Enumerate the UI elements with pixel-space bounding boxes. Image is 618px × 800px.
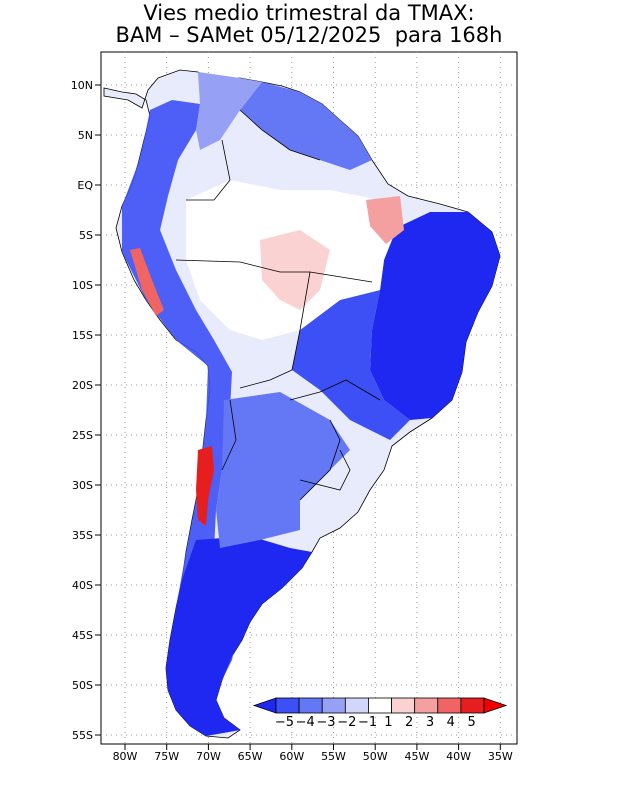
colorbar-swatch bbox=[275, 697, 300, 714]
lat-tick-label: EQ bbox=[77, 179, 93, 192]
peru-warm-bias bbox=[130, 248, 164, 316]
lat-tick-label: 30S bbox=[72, 479, 93, 492]
lon-tick-label: 55W bbox=[321, 750, 346, 763]
colorbar-swatch bbox=[321, 697, 346, 714]
colorbar-label: −4 bbox=[296, 715, 315, 730]
title-line-1: Vies medio trimestral da TMAX: bbox=[143, 1, 475, 25]
chart-title: Vies medio trimestral da TMAX: BAM – SAM… bbox=[0, 2, 618, 46]
lon-tick-label: 50W bbox=[363, 750, 388, 763]
colorbar-swatch bbox=[368, 697, 392, 714]
colorbar-label: 4 bbox=[447, 715, 455, 730]
border-line bbox=[289, 379, 381, 401]
argentina-cold-bias bbox=[216, 392, 350, 548]
colorbar-arrow-right bbox=[483, 697, 508, 714]
lat-tick-label: 35S bbox=[72, 529, 93, 542]
northeast-brazil-cold-bias bbox=[370, 212, 500, 420]
colorbar-label: 5 bbox=[467, 715, 475, 730]
axis-ticks: 80W 75W 70W 65W 60W 55W 50W 45W 40W 35W 10N 5N EQ 5S 1… bbox=[71, 79, 513, 763]
lon-tick-label: 75W bbox=[154, 750, 179, 763]
lat-tick-label: 20S bbox=[72, 379, 93, 392]
colorbar-label: −2 bbox=[337, 715, 356, 730]
border-line bbox=[239, 109, 321, 161]
country-borders bbox=[175, 109, 381, 501]
colorbar-swatch bbox=[298, 697, 323, 714]
amazon-warm-bias bbox=[260, 230, 330, 310]
colorbar-label: 1 bbox=[384, 715, 392, 730]
lon-tick-label: 80W bbox=[113, 750, 138, 763]
border-line bbox=[299, 419, 341, 501]
colorbar-label: −3 bbox=[316, 715, 335, 730]
colorbar-label: 3 bbox=[426, 715, 434, 730]
border-line bbox=[239, 271, 311, 389]
lon-tick-label: 60W bbox=[279, 750, 304, 763]
lon-tick-label: 70W bbox=[196, 750, 221, 763]
lon-tick-label: 40W bbox=[446, 750, 471, 763]
colorbar-swatch bbox=[460, 697, 485, 714]
chile-warm-bias bbox=[196, 446, 214, 526]
colorbar-label: −1 bbox=[358, 715, 377, 730]
border-line bbox=[299, 449, 351, 491]
lat-tick-label: 45S bbox=[72, 629, 93, 642]
title-line-2: BAM – SAMet 05/12/2025 para 168h bbox=[115, 23, 503, 47]
lat-tick-label: 40S bbox=[72, 579, 93, 592]
patagonia-cold-bias bbox=[166, 536, 312, 736]
lon-tick-label: 65W bbox=[238, 750, 263, 763]
colorbar-label: 2 bbox=[405, 715, 413, 730]
colorbar-swatch bbox=[414, 697, 439, 714]
lat-tick-label: 5N bbox=[78, 129, 93, 142]
colorbar-swatch bbox=[391, 697, 416, 714]
lat-tick-label: 15S bbox=[72, 329, 93, 342]
lat-tick-label: 5S bbox=[79, 229, 93, 242]
border-line bbox=[175, 259, 373, 283]
border-line bbox=[221, 399, 237, 471]
lat-tick-label: 55S bbox=[72, 729, 93, 742]
guianas-cold-bias bbox=[240, 82, 372, 170]
lat-tick-label: 10N bbox=[71, 79, 93, 92]
colorbar-swatch bbox=[344, 697, 369, 714]
colorbar-swatch bbox=[437, 697, 462, 714]
colorbar-label: −5 bbox=[275, 715, 294, 730]
venezuela-cold-bias bbox=[196, 72, 262, 150]
border-line bbox=[186, 139, 231, 201]
colorbar: −5 −4 −3 −2 −1 1 2 3 4 5 bbox=[252, 697, 508, 730]
lat-tick-label: 10S bbox=[72, 279, 93, 292]
lon-tick-label: 35W bbox=[488, 750, 513, 763]
lat-tick-label: 25S bbox=[72, 429, 93, 442]
lon-tick-label: 45W bbox=[404, 750, 429, 763]
para-warm-bias bbox=[366, 196, 404, 244]
central-brazil-cold-bias bbox=[292, 290, 410, 440]
anomaly-field bbox=[122, 72, 500, 736]
lat-tick-label: 50S bbox=[72, 679, 93, 692]
